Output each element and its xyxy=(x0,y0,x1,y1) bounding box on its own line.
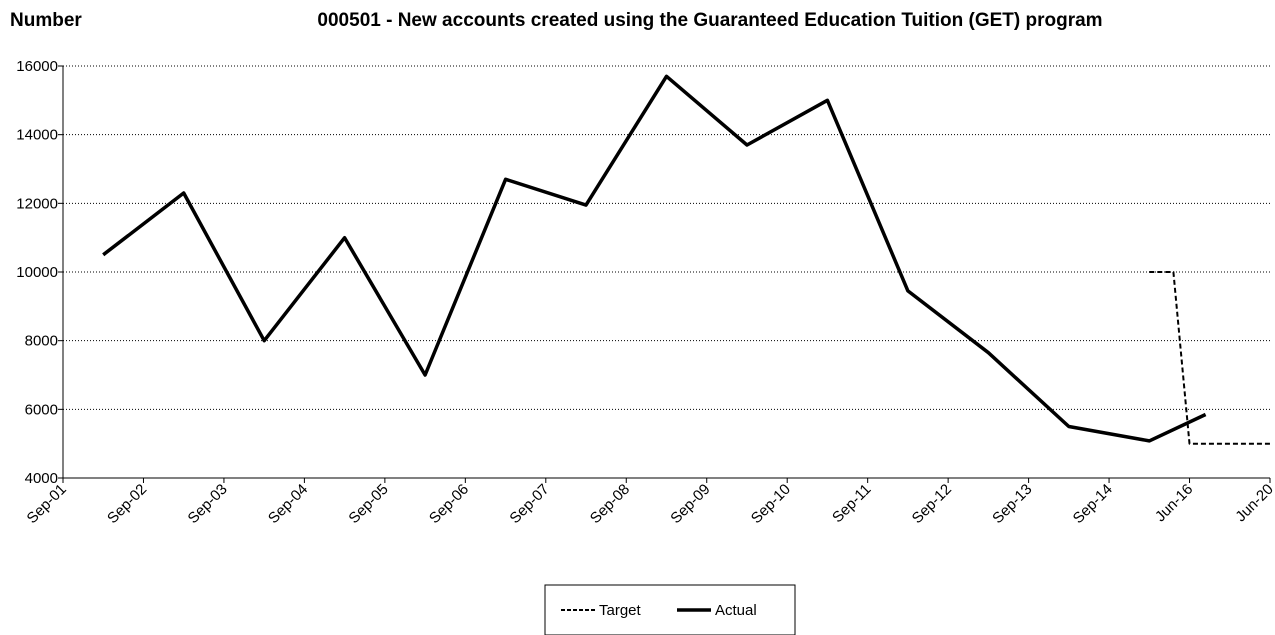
y-tick-label: 14000 xyxy=(16,127,58,144)
series-line-target xyxy=(1149,271,1270,445)
y-tick-label: 8000 xyxy=(25,333,58,350)
series-lines xyxy=(102,74,1270,445)
x-tick-label: Sep-13 xyxy=(989,481,1035,527)
x-tick-label: Sep-11 xyxy=(829,481,874,526)
legend-label-actual: Actual xyxy=(715,602,757,619)
x-tick-label: Sep-01 xyxy=(24,481,70,527)
x-tick-label: Sep-04 xyxy=(265,481,311,527)
chart-title: 000501 - New accounts created using the … xyxy=(317,10,1102,31)
y-tick-label: 12000 xyxy=(16,195,58,212)
x-tick-labels: Sep-01 Sep-02 Sep-03 Sep-04 Sep-05 Sep-06 Sep-… xyxy=(24,481,1275,527)
x-tick-label: Jun-20 xyxy=(1232,481,1275,525)
axes xyxy=(58,65,1271,483)
x-tick-label: Sep-12 xyxy=(909,481,955,527)
y-tick-label: 16000 xyxy=(16,58,58,75)
gridlines xyxy=(63,65,1270,410)
y-axis-title: Number xyxy=(10,10,82,31)
y-tick-labels: 4000 6000 8000 10000 12000 14000 16000 xyxy=(16,58,58,487)
y-tick-label: 4000 xyxy=(25,470,58,487)
y-tick-label: 10000 xyxy=(16,264,58,281)
y-tick-label: 6000 xyxy=(25,401,58,418)
x-tick-label: Sep-07 xyxy=(506,481,552,527)
x-tick-label: Sep-14 xyxy=(1070,481,1116,527)
series-line-actual xyxy=(102,74,1207,443)
x-tick-label: Sep-08 xyxy=(587,481,633,527)
x-tick-label: Sep-03 xyxy=(185,481,231,527)
x-tick-label: Sep-10 xyxy=(748,481,794,527)
legend-label-target: Target xyxy=(599,602,642,619)
x-tick-label: Sep-05 xyxy=(345,481,391,527)
x-tick-label: Sep-06 xyxy=(426,481,472,527)
legend: Target Actual xyxy=(544,584,796,635)
x-tick-label: Jun-16 xyxy=(1152,481,1196,525)
x-tick-label: Sep-09 xyxy=(667,481,713,527)
x-tick-label: Sep-02 xyxy=(104,481,150,527)
